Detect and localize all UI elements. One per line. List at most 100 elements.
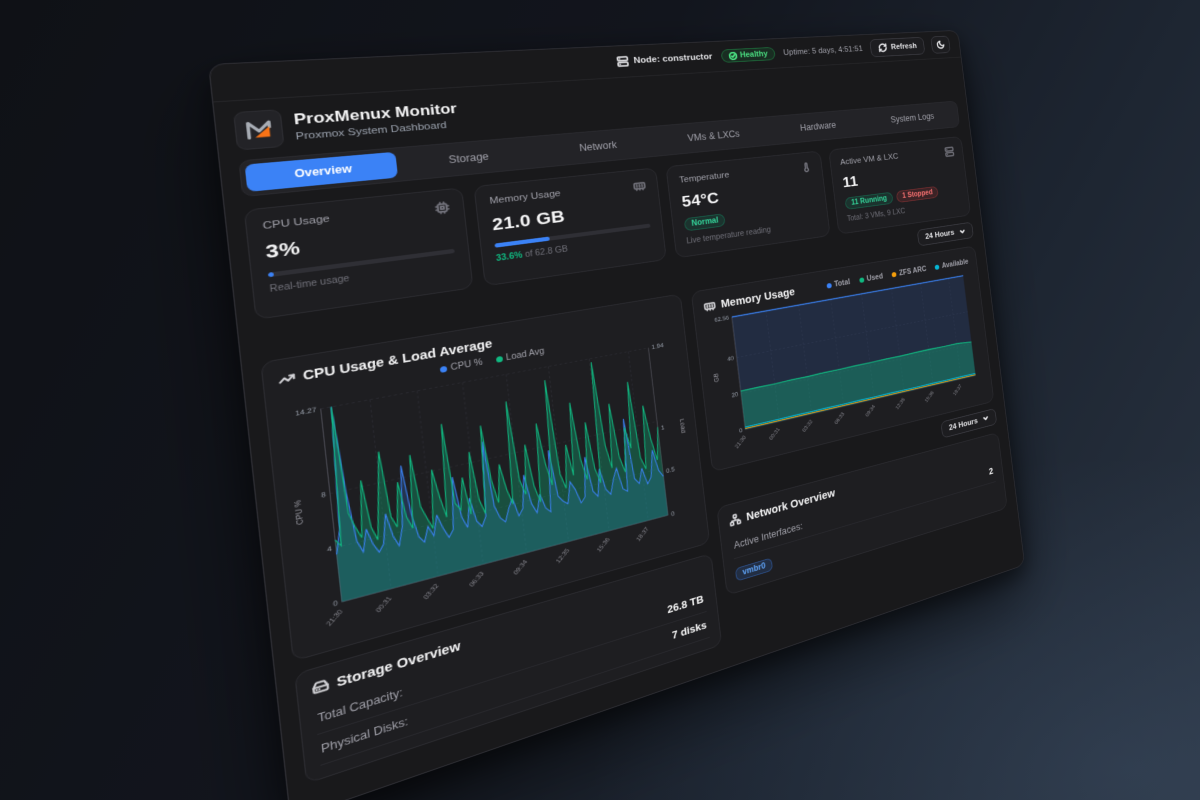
tab-storage[interactable]: Storage [447, 150, 490, 166]
moon-icon [936, 40, 946, 50]
trending-up-icon [278, 370, 296, 387]
cpu-card-label: CPU Usage [262, 213, 331, 232]
memory-percent: 33.6% [495, 250, 523, 264]
time-range-label: 24 Hours [924, 228, 955, 242]
legend-dot [891, 271, 897, 278]
svg-text:21:30: 21:30 [324, 608, 344, 627]
hard-drive-icon [311, 677, 329, 696]
svg-text:18:37: 18:37 [952, 383, 963, 396]
svg-text:0: 0 [739, 426, 743, 434]
app-titles: ProxMenux Monitor Proxmox System Dashboa… [293, 101, 459, 143]
memory-total: of 62.8 GB [521, 244, 569, 260]
svg-text:12:35: 12:35 [894, 396, 906, 410]
thermometer-icon [800, 162, 812, 174]
legend-item-available: Available [934, 258, 969, 271]
temperature-status-badge: Normal [683, 213, 726, 232]
chevron-down-icon [959, 227, 967, 235]
tab-overview[interactable]: Overview [244, 151, 398, 192]
legend-dot [439, 365, 448, 374]
svg-text:03:32: 03:32 [422, 583, 440, 601]
svg-text:0: 0 [671, 510, 676, 518]
interface-badge-vmbr0: vmbr0 [734, 557, 773, 582]
svg-text:20: 20 [731, 390, 738, 398]
time-range-label-2: 24 Hours [948, 416, 979, 433]
cpu-usage-card: CPU Usage 3% Real-time usage [243, 187, 474, 320]
tab-system-logs[interactable]: System Logs [890, 111, 935, 125]
check-circle-icon [728, 51, 737, 59]
vms-running-badge: 11 Running [844, 191, 894, 210]
svg-text:21:30: 21:30 [734, 434, 748, 449]
refresh-icon [878, 43, 888, 53]
svg-text:0: 0 [333, 598, 339, 608]
svg-text:15:36: 15:36 [595, 536, 611, 553]
legend-item-zfs-arc: ZFS ARC [891, 265, 927, 278]
tab-hardware[interactable]: Hardware [799, 119, 837, 134]
svg-text:18:37: 18:37 [635, 526, 650, 542]
tab-network[interactable]: Network [578, 139, 618, 154]
svg-text:62.56: 62.56 [714, 314, 730, 323]
server-stack-icon [944, 146, 954, 157]
legend-dot [859, 276, 865, 283]
left-column: CPU Usage & Load Average CPU % Load Avg 1… [260, 293, 723, 784]
app-header: ProxMenux Monitor Proxmox System Dashboa… [213, 57, 966, 160]
svg-text:8: 8 [321, 490, 327, 499]
svg-text:4: 4 [327, 544, 333, 553]
svg-text:40: 40 [727, 354, 734, 362]
node-indicator: Node: constructor [617, 52, 713, 68]
cpu-load-chart-card: CPU Usage & Load Average CPU % Load Avg 1… [260, 293, 710, 662]
logo-m-icon [242, 116, 276, 144]
node-label: Node: constructor [633, 52, 713, 66]
svg-text:1.94: 1.94 [651, 341, 664, 350]
svg-text:00:31: 00:31 [374, 595, 394, 614]
network-icon [729, 513, 742, 528]
memory-icon [633, 180, 647, 193]
health-status-label: Healthy [739, 49, 769, 60]
vms-stopped-badge: 1 Stopped [895, 185, 939, 203]
svg-text:CPU %: CPU % [292, 499, 305, 526]
svg-text:00:31: 00:31 [768, 426, 781, 441]
temperature-card-label: Temperature [678, 170, 730, 186]
active-vm-lxc-card: Active VM & LXC 11 11 Running 1 Stopped … [828, 136, 971, 235]
svg-text:09:34: 09:34 [864, 404, 876, 418]
memory-chart-card: Memory Usage Total Used ZFS ARC Available 6… [690, 245, 995, 473]
cpu-icon [434, 201, 450, 215]
refresh-label: Refresh [890, 41, 918, 52]
svg-text:06:33: 06:33 [833, 411, 845, 425]
cpu-load-chart: 14.2784021:3000:3103:3206:3309:3412:3515… [292, 341, 687, 627]
memory-usage-card: Memory Usage 21.0 GB 33.6% of 62.8 GB [473, 167, 667, 287]
svg-text:0.5: 0.5 [666, 465, 676, 474]
svg-text:12:35: 12:35 [554, 547, 571, 564]
proxmenux-logo [233, 109, 285, 151]
health-status-badge: Healthy [720, 46, 776, 63]
legend-item-total: Total [826, 278, 851, 290]
svg-text:14.27: 14.27 [295, 405, 317, 417]
svg-text:GB: GB [712, 373, 720, 383]
temperature-card: Temperature 54°C Normal Live temperature… [665, 150, 831, 259]
proxmenux-dashboard-window: Node: constructor Healthy Uptime: 5 days… [208, 30, 1025, 800]
server-icon [617, 56, 630, 67]
theme-toggle-button[interactable] [930, 35, 951, 54]
memory-caption: 33.6% of 62.8 GB [496, 234, 653, 264]
memory-card-label: Memory Usage [489, 188, 562, 207]
time-range-select[interactable]: 24 Hours [916, 221, 974, 247]
legend-dot [934, 264, 940, 270]
main-grid: CPU Usage & Load Average CPU % Load Avg 1… [260, 245, 1012, 784]
svg-text:03:32: 03:32 [801, 419, 814, 433]
vm-card-label: Active VM & LXC [839, 152, 899, 167]
refresh-button[interactable]: Refresh [869, 36, 926, 58]
tab-vms-lxcs[interactable]: VMs & LXCs [687, 128, 741, 144]
legend-dot [495, 355, 503, 363]
chevron-down-icon [982, 414, 989, 423]
legend-item-used: Used [859, 272, 883, 284]
memory-icon [703, 299, 716, 312]
svg-text:09:34: 09:34 [512, 558, 529, 576]
memory-usage-chart: 62.56 40 20 021:30 00:31 03:32 06:33 09:34 12:35… [712, 270, 985, 449]
svg-text:15:36: 15:36 [924, 390, 935, 403]
svg-text:Load: Load [678, 418, 687, 434]
legend-dot [826, 282, 832, 289]
svg-text:06:33: 06:33 [468, 570, 486, 588]
right-column: Memory Usage Total Used ZFS ARC Available 6… [690, 245, 1008, 596]
uptime-label: Uptime: 5 days, 4:51:51 [782, 44, 864, 58]
svg-text:1: 1 [661, 423, 666, 431]
